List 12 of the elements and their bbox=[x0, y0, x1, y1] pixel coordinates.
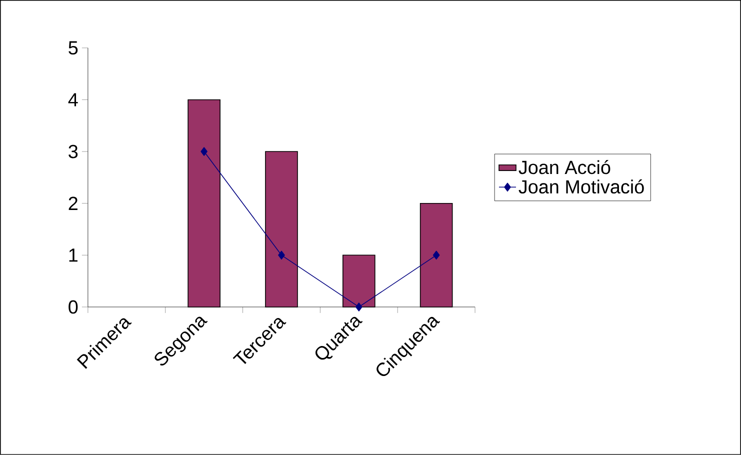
y-tick-label: 1 bbox=[69, 248, 78, 262]
y-tick-label: 5 bbox=[68, 41, 78, 55]
point bbox=[432, 250, 440, 260]
legend-label: Joan Motivació bbox=[518, 179, 644, 194]
y-tick-label: 0 bbox=[68, 300, 78, 314]
legend-label: Joan Acció bbox=[518, 160, 610, 174]
y-tick-label: 3 bbox=[68, 144, 78, 158]
y-tick-label: 2 bbox=[68, 196, 78, 210]
point bbox=[200, 147, 208, 156]
y-tick-label: 4 bbox=[68, 93, 78, 106]
point bbox=[278, 250, 285, 260]
point bbox=[356, 302, 362, 312]
